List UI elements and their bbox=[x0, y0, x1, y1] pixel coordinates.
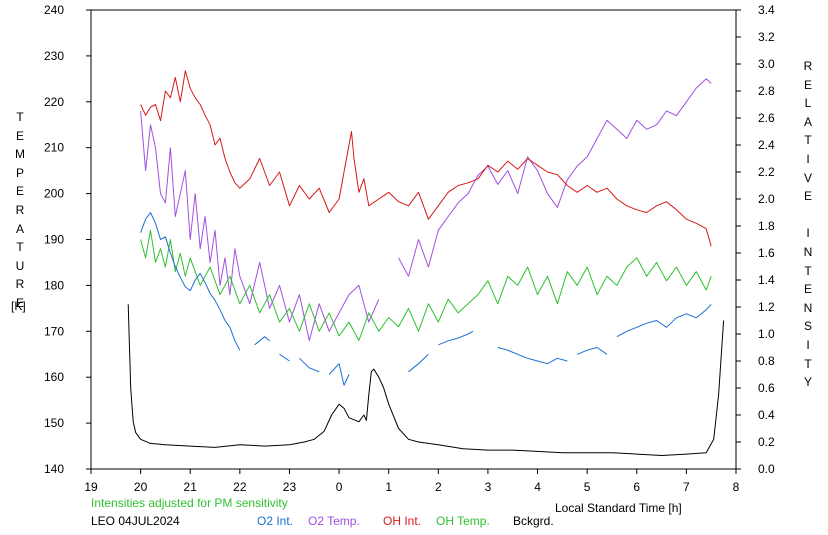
axis-label-letter: P bbox=[15, 165, 24, 180]
axis-label-letter: E bbox=[803, 189, 812, 204]
legend-oh-int: OH Int. bbox=[383, 514, 422, 528]
axis-label-letter: Y bbox=[803, 375, 812, 390]
axis-label-letter: V bbox=[803, 170, 812, 185]
legend-o2-int: O2 Int. bbox=[257, 514, 294, 528]
axis-label-letter: I bbox=[806, 226, 810, 241]
series-line-oh-temp bbox=[140, 229, 712, 341]
series-line-oh-int bbox=[140, 70, 712, 247]
legend-bckgrd: Bckgrd. bbox=[513, 514, 554, 528]
axis-label-letter: I bbox=[806, 151, 810, 166]
right-tick-label: 2.0 bbox=[758, 192, 775, 206]
x-tick-label: 5 bbox=[584, 480, 591, 494]
station-date: LEO 04JUL2024 bbox=[91, 514, 180, 528]
axis-label-letter: S bbox=[803, 319, 812, 334]
x-tick-label: 8 bbox=[733, 480, 740, 494]
right-tick-label: 3.4 bbox=[758, 3, 775, 17]
right-tick-label: 1.6 bbox=[758, 246, 775, 260]
x-tick-label: 21 bbox=[184, 480, 198, 494]
right-tick-label: 1.0 bbox=[758, 327, 775, 341]
right-tick-label: 2.8 bbox=[758, 84, 775, 98]
right-tick-label: 2.2 bbox=[758, 165, 775, 179]
right-axis-ticks: 0.0 0.2 0.4 0.6 0.8 1.0 1.2 1.4 1.6 1.8 2.0 2.2 2.4 2… bbox=[736, 3, 775, 476]
axis-label-letter bbox=[802, 206, 814, 225]
axis-label-letter: T bbox=[804, 133, 812, 148]
axis-label-letter: E bbox=[803, 77, 812, 92]
left-axis-ticks: 140 150 160 170 180 190 200 210 220 230 240 bbox=[44, 3, 91, 476]
left-tick-label: 180 bbox=[44, 278, 64, 292]
x-tick-label: 23 bbox=[283, 480, 297, 494]
left-tick-label: 140 bbox=[44, 462, 64, 476]
axis-label-letter: A bbox=[15, 221, 24, 236]
axis-label-letter: N bbox=[803, 300, 813, 315]
x-tick-label: 4 bbox=[534, 480, 541, 494]
right-tick-label: 1.8 bbox=[758, 219, 775, 233]
legend-o2-temp: O2 Temp. bbox=[308, 514, 360, 528]
left-tick-label: 170 bbox=[44, 324, 64, 338]
right-tick-label: 2.6 bbox=[758, 111, 775, 125]
series-line-o2-int bbox=[140, 212, 712, 386]
x-tick-label: 20 bbox=[134, 480, 148, 494]
axis-label-letter: T bbox=[804, 263, 812, 278]
right-tick-label: 0.8 bbox=[758, 354, 775, 368]
x-axis-label: Local Standard Time [h] bbox=[555, 501, 682, 515]
left-tick-label: 160 bbox=[44, 370, 64, 384]
axis-label-letter: T bbox=[804, 356, 812, 371]
series-layer bbox=[127, 70, 725, 456]
right-tick-label: 3.2 bbox=[758, 30, 775, 44]
axis-label-letter: R bbox=[15, 202, 25, 217]
left-tick-label: 220 bbox=[44, 95, 64, 109]
x-tick-label: 1 bbox=[385, 480, 392, 494]
series-line-bckgrd bbox=[127, 304, 725, 456]
axis-label-letter: E bbox=[15, 184, 24, 199]
left-tick-label: 150 bbox=[44, 416, 64, 430]
x-tick-label: 2 bbox=[435, 480, 442, 494]
left-tick-label: 200 bbox=[44, 187, 64, 201]
left-axis-unit: [K] bbox=[11, 299, 26, 313]
x-tick-label: 6 bbox=[633, 480, 640, 494]
right-tick-label: 1.4 bbox=[758, 273, 775, 287]
right-tick-label: 0.6 bbox=[758, 381, 775, 395]
axis-label-letter: E bbox=[15, 128, 24, 143]
axis-label-letter: E bbox=[15, 295, 24, 310]
right-tick-label: 1.2 bbox=[758, 300, 775, 314]
x-axis-ticks: 19 20 21 22 23 0 1 2 3 4 5 6 7 8 bbox=[84, 469, 740, 494]
left-tick-label: 210 bbox=[44, 141, 64, 155]
right-tick-label: 2.4 bbox=[758, 138, 775, 152]
axis-label-letter: N bbox=[803, 244, 813, 259]
x-tick-label: 19 bbox=[84, 480, 98, 494]
right-tick-label: 3.0 bbox=[758, 57, 775, 71]
x-tick-label: 22 bbox=[233, 480, 247, 494]
right-tick-label: 0.0 bbox=[758, 462, 775, 476]
axis-label-letter: T bbox=[16, 240, 24, 255]
axis-label-letter: A bbox=[803, 114, 812, 129]
axis-label-letter: U bbox=[15, 258, 25, 273]
axis-label-letter: I bbox=[806, 337, 810, 352]
axis-label-letter: M bbox=[15, 147, 25, 162]
left-tick-label: 230 bbox=[44, 49, 64, 63]
axis-label-letter: R bbox=[803, 59, 813, 73]
x-tick-label: 0 bbox=[336, 480, 343, 494]
series-line-o2-temp bbox=[140, 78, 712, 341]
axis-label-letter: T bbox=[16, 110, 24, 124]
axis-label-letter: R bbox=[15, 277, 25, 292]
legend-oh-temp: OH Temp. bbox=[436, 514, 490, 528]
axis-label-letter: L bbox=[804, 96, 812, 111]
left-tick-label: 240 bbox=[44, 3, 64, 17]
sensitivity-note: Intensities adjusted for PM sensitivity bbox=[91, 496, 288, 510]
right-tick-label: 0.4 bbox=[758, 408, 775, 422]
x-tick-label: 3 bbox=[485, 480, 492, 494]
left-tick-label: 190 bbox=[44, 233, 64, 247]
axis-label-letter: E bbox=[803, 282, 812, 297]
x-tick-label: 7 bbox=[683, 480, 690, 494]
right-tick-label: 0.2 bbox=[758, 435, 775, 449]
